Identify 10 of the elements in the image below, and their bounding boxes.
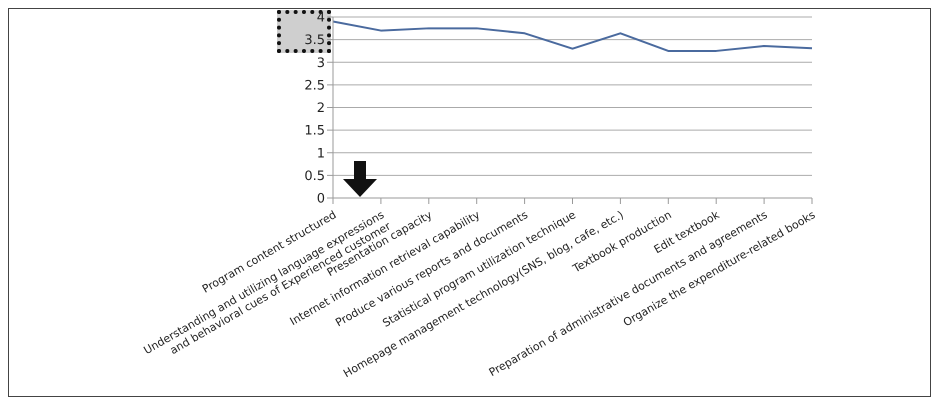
y-tick-label: 3.5: [304, 33, 325, 48]
y-tick-label: 2: [316, 101, 325, 116]
y-tick-label: 0.5: [304, 168, 325, 184]
y-tick-label: 3: [316, 56, 325, 71]
y-tick-label: 1: [316, 146, 325, 162]
line-series: [332, 20, 813, 52]
y-tick-label: 2.5: [304, 78, 325, 94]
y-tick-label: 4: [316, 10, 325, 26]
y-tick-label: 0: [316, 192, 325, 207]
y-tick-label: 1.5: [304, 124, 325, 139]
